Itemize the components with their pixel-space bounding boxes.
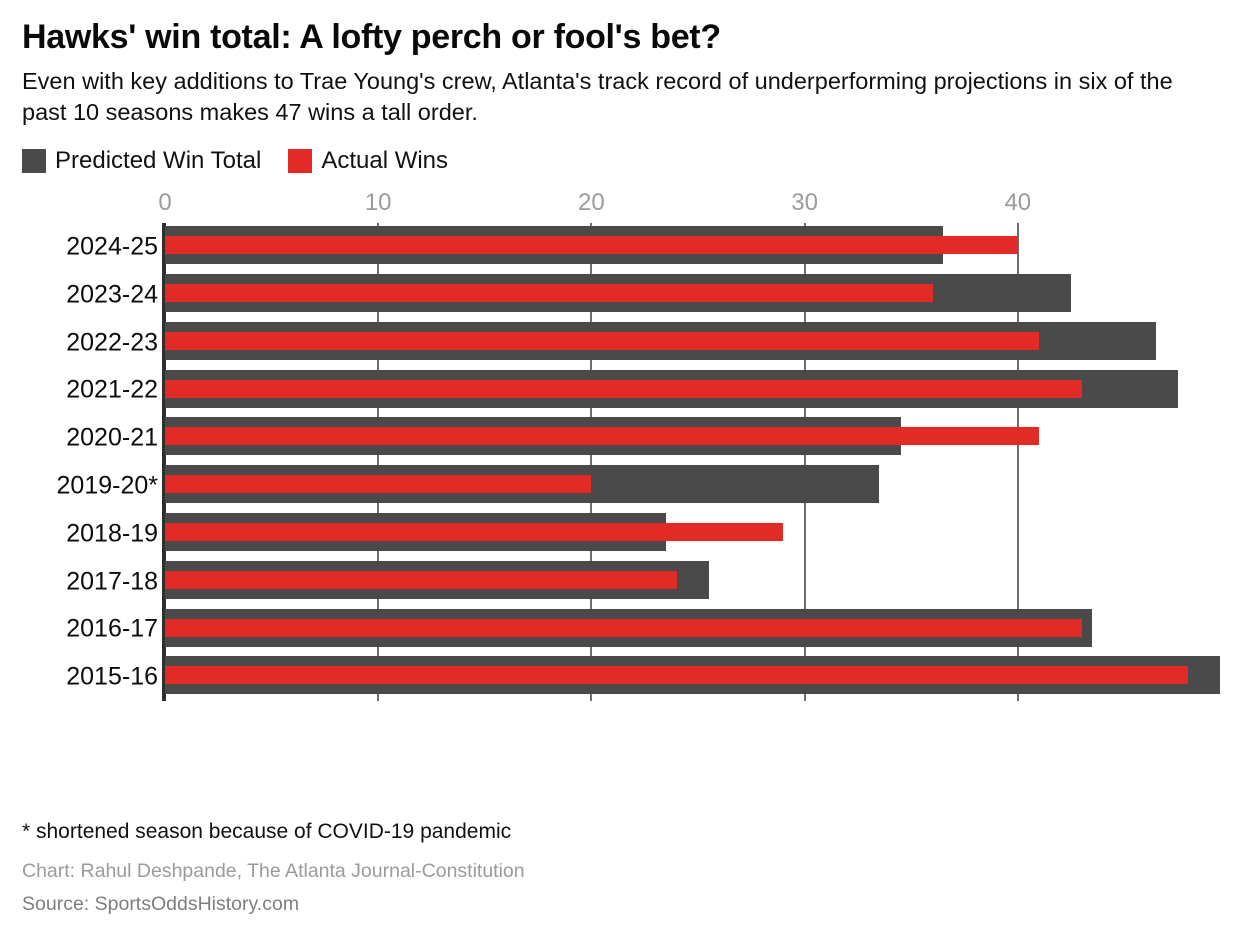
bar-row: 2021-22: [0, 367, 1240, 415]
legend-item-predicted[interactable]: Predicted Win Total: [22, 147, 262, 175]
chart-source: Source: SportsOddsHistory.com: [22, 893, 300, 915]
y-axis-label-2019-20: 2019-20*: [56, 471, 158, 500]
y-axis-label-2015-16: 2015-16: [66, 662, 158, 691]
chart-subtitle: Even with key additions to Trae Young's …: [22, 68, 1173, 125]
legend-swatch-predicted-icon: [22, 149, 46, 174]
gridline-30: [803, 223, 806, 702]
chart-footer: * shortened season because of COVID-19 p…: [22, 820, 1222, 916]
bar-actual-2023-24: [165, 283, 933, 302]
y-axis-label-2016-17: 2016-17: [66, 614, 158, 643]
bar-actual-2015-16: [165, 666, 1189, 685]
bar-row: 2023-24: [0, 271, 1240, 319]
page-title: Hawks' win total: A lofty perch or fool'…: [22, 18, 721, 56]
bar-row: 2015-16: [0, 653, 1240, 701]
bar-row: 2017-18: [0, 558, 1240, 606]
bar-actual-2021-22: [165, 379, 1082, 398]
chart-credit: Chart: Rahul Deshpande, The Atlanta Jour…: [22, 860, 525, 882]
legend-label-actual: Actual Wins: [321, 147, 449, 175]
gridlines-layer: [0, 223, 1240, 702]
y-axis-label-2021-22: 2021-22: [66, 375, 158, 404]
bar-row: 2020-21: [0, 414, 1240, 462]
bar-row: 2018-19: [0, 510, 1240, 558]
x-axis-tick-40: 40: [1004, 189, 1032, 217]
bar-actual-2024-25: [165, 236, 1018, 255]
x-axis-tick-10: 10: [364, 189, 392, 217]
plot-area: 0 10 20 30 40 2024-25 2023-24 2022-23 2021-22 20…: [0, 189, 1240, 709]
y-axis-label-2022-23: 2022-23: [66, 328, 158, 357]
legend-item-actual[interactable]: Actual Wins: [288, 147, 449, 175]
bar-actual-2022-23: [165, 331, 1040, 350]
x-axis-tick-0: 0: [158, 189, 172, 217]
y-axis-label-2018-19: 2018-19: [66, 519, 158, 548]
legend-swatch-actual-icon: [288, 149, 313, 174]
bar-actual-2017-18: [165, 570, 677, 589]
bar-actual-2019-20: [165, 475, 592, 494]
bar-row: 2022-23: [0, 319, 1240, 367]
y-axis-label-2023-24: 2023-24: [66, 280, 158, 309]
gridline-40: [1016, 223, 1019, 702]
footnote: * shortened season because of COVID-19 p…: [22, 820, 512, 843]
y-axis-label-2017-18: 2017-18: [66, 567, 158, 596]
bar-rows: 2024-25 2023-24 2022-23 2021-22 2020-21 2019-…: [0, 223, 1240, 701]
gridline-20: [590, 223, 593, 702]
bar-row: 2016-17: [0, 606, 1240, 654]
y-axis-line: [162, 223, 166, 702]
chart-legend: Predicted Win Total Actual Wins: [0, 127, 1240, 175]
bar-row: 2024-25: [0, 223, 1240, 271]
bar-actual-2018-19: [165, 522, 784, 541]
x-axis-tick-20: 20: [578, 189, 605, 217]
x-axis-tick-30: 30: [791, 189, 818, 217]
chart-header: Hawks' win total: A lofty perch or fool'…: [0, 0, 1240, 127]
y-axis-label-2020-21: 2020-21: [66, 423, 158, 452]
y-axis-label-2024-25: 2024-25: [66, 232, 158, 261]
bar-actual-2016-17: [165, 618, 1082, 637]
x-axis-tick-labels: 0 10 20 30 40: [0, 189, 1240, 223]
bar-actual-2020-21: [165, 427, 1040, 446]
bar-row: 2019-20*: [0, 462, 1240, 510]
gridline-10: [377, 223, 380, 702]
legend-label-predicted: Predicted Win Total: [55, 147, 262, 175]
